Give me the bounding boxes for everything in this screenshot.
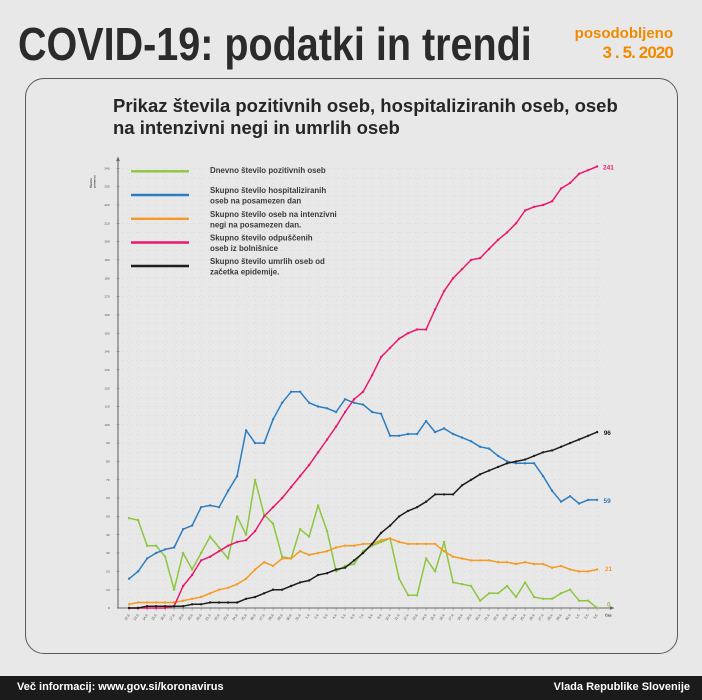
svg-text:60: 60 — [106, 496, 110, 500]
svg-text:23.3.: 23.3. — [223, 613, 231, 622]
svg-text:170: 170 — [104, 295, 109, 299]
svg-text:210: 210 — [104, 221, 109, 225]
svg-text:23.4.: 23.4. — [502, 613, 510, 622]
svg-text:24.3.: 24.3. — [232, 613, 240, 622]
svg-text:13.3.: 13.3. — [133, 613, 141, 622]
svg-text:Dnevno število pozitivnih oseb: Dnevno število pozitivnih oseb — [210, 166, 326, 175]
svg-text:primerov: primerov — [93, 175, 97, 188]
svg-text:12.4.: 12.4. — [403, 613, 411, 622]
svg-text:130: 130 — [104, 368, 109, 372]
svg-text:15.3.: 15.3. — [151, 613, 159, 622]
svg-text:16.4.: 16.4. — [439, 613, 447, 622]
svg-text:80: 80 — [106, 460, 110, 464]
svg-text:22.4.: 22.4. — [493, 613, 501, 622]
svg-text:230: 230 — [104, 185, 109, 189]
svg-text:30.3.: 30.3. — [286, 613, 294, 622]
svg-text:40: 40 — [106, 533, 110, 537]
svg-text:31.3.: 31.3. — [295, 613, 303, 622]
svg-text:negi na posamezen dan.: negi na posamezen dan. — [210, 221, 301, 230]
svg-text:180: 180 — [104, 276, 109, 280]
svg-text:25.4.: 25.4. — [520, 613, 528, 622]
svg-text:27.4.: 27.4. — [538, 613, 546, 622]
svg-text:28.4.: 28.4. — [547, 613, 555, 622]
svg-text:2.5.: 2.5. — [584, 613, 591, 620]
svg-text:29.3.: 29.3. — [277, 613, 285, 622]
svg-text:0: 0 — [108, 606, 110, 610]
svg-text:3.4.: 3.4. — [323, 613, 330, 620]
svg-text:1.5.: 1.5. — [575, 613, 582, 620]
svg-text:18.3.: 18.3. — [178, 613, 186, 622]
svg-text:6.4.: 6.4. — [350, 613, 357, 620]
svg-text:8.4.: 8.4. — [368, 613, 375, 620]
svg-text:13.4.: 13.4. — [412, 613, 420, 622]
svg-text:150: 150 — [104, 331, 109, 335]
svg-text:241: 241 — [603, 164, 614, 171]
svg-text:28.3.: 28.3. — [268, 613, 276, 622]
svg-text:96: 96 — [604, 430, 612, 437]
svg-text:160: 160 — [104, 313, 109, 317]
svg-text:140: 140 — [104, 350, 109, 354]
svg-text:10.4.: 10.4. — [385, 613, 393, 622]
svg-text:Čas: Čas — [605, 613, 612, 618]
svg-text:14.3.: 14.3. — [142, 613, 150, 622]
svg-text:Skupno število umrlih oseb od: Skupno število umrlih oseb od — [210, 257, 325, 266]
svg-text:7.4.: 7.4. — [359, 613, 366, 620]
svg-text:3.5.: 3.5. — [593, 613, 600, 620]
svg-text:20.4.: 20.4. — [475, 613, 483, 622]
svg-text:50: 50 — [106, 515, 110, 519]
svg-text:200: 200 — [104, 240, 109, 244]
svg-text:26.3.: 26.3. — [250, 613, 258, 622]
svg-text:120: 120 — [104, 386, 109, 390]
svg-text:21.4.: 21.4. — [484, 613, 492, 622]
svg-text:21: 21 — [605, 566, 613, 573]
svg-text:16.3.: 16.3. — [160, 613, 168, 622]
svg-text:Skupno število odpuščenih: Skupno število odpuščenih — [210, 234, 313, 243]
svg-text:9.4.: 9.4. — [377, 613, 384, 620]
svg-text:110: 110 — [105, 405, 110, 409]
svg-text:17.4.: 17.4. — [448, 613, 456, 622]
svg-text:12.3.: 12.3. — [124, 613, 132, 622]
svg-text:2.4.: 2.4. — [314, 613, 321, 620]
svg-text:Skupno število hospitalizirani: Skupno število hospitaliziranih — [210, 186, 326, 195]
svg-text:70: 70 — [106, 478, 110, 482]
svg-text:24.4.: 24.4. — [511, 613, 519, 622]
svg-text:oseb iz bolnišnice: oseb iz bolnišnice — [210, 244, 279, 253]
svg-text:oseb na posamezen dan: oseb na posamezen dan — [210, 197, 301, 206]
svg-text:začetka epidemije.: začetka epidemije. — [210, 268, 279, 277]
svg-text:220: 220 — [104, 203, 109, 207]
svg-text:29.4.: 29.4. — [556, 613, 564, 622]
svg-text:100: 100 — [104, 423, 109, 427]
svg-text:0: 0 — [607, 602, 611, 609]
svg-text:11.4.: 11.4. — [394, 613, 401, 621]
svg-text:25.3.: 25.3. — [241, 613, 249, 622]
svg-text:15.4.: 15.4. — [430, 613, 438, 622]
svg-text:21.3.: 21.3. — [205, 613, 213, 622]
svg-text:240: 240 — [104, 166, 109, 170]
svg-text:22.3.: 22.3. — [214, 613, 222, 622]
svg-text:10: 10 — [106, 588, 110, 592]
svg-text:59: 59 — [604, 498, 612, 505]
svg-text:18.4.: 18.4. — [457, 613, 465, 622]
svg-text:4.4.: 4.4. — [332, 613, 339, 620]
svg-text:190: 190 — [104, 258, 109, 262]
svg-text:26.4.: 26.4. — [529, 613, 537, 622]
svg-text:5.4.: 5.4. — [341, 613, 348, 620]
svg-text:20.3.: 20.3. — [196, 613, 204, 622]
svg-text:17.3.: 17.3. — [169, 613, 177, 622]
svg-text:19.4.: 19.4. — [466, 613, 474, 622]
svg-text:90: 90 — [106, 441, 110, 445]
svg-text:14.4.: 14.4. — [421, 613, 429, 622]
svg-text:27.3.: 27.3. — [259, 613, 267, 622]
svg-text:30: 30 — [106, 551, 110, 555]
svg-text:1.4.: 1.4. — [305, 613, 312, 620]
svg-text:19.3.: 19.3. — [187, 613, 195, 622]
svg-text:Skupno število oseb na intenzi: Skupno število oseb na intenzivni — [210, 210, 337, 219]
svg-text:Število: Število — [88, 178, 93, 188]
svg-text:30.4.: 30.4. — [565, 613, 573, 622]
svg-text:20: 20 — [106, 570, 110, 574]
